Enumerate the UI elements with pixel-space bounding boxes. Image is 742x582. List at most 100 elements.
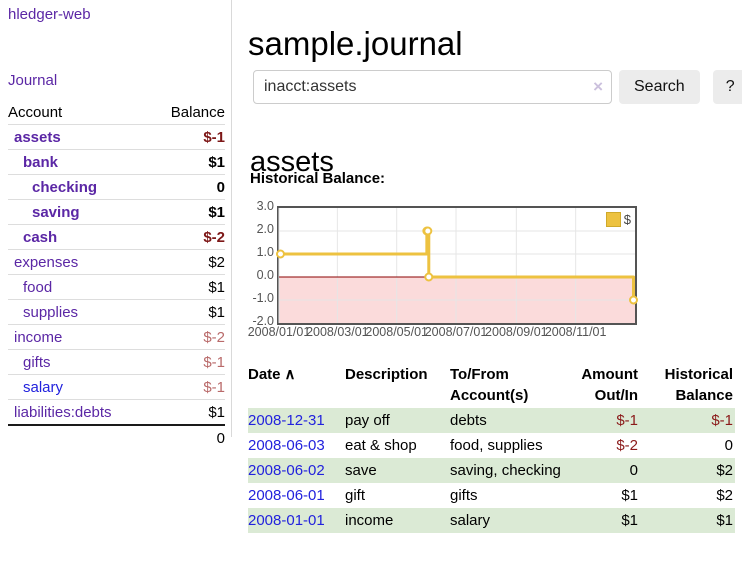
y-axis-tick-label: 0.0 bbox=[256, 268, 274, 282]
transaction-date-link[interactable]: 2008-06-03 bbox=[248, 437, 325, 454]
account-link[interactable]: gifts bbox=[23, 354, 51, 371]
sort-ascending-icon[interactable]: ∧ bbox=[284, 366, 296, 383]
nav-journal-link[interactable]: Journal bbox=[8, 72, 58, 89]
sidebar: hledger-web Journal Account Balance asse… bbox=[0, 0, 232, 447]
x-axis-tick-label: 2008/07/01 bbox=[424, 325, 488, 339]
chart-canvas bbox=[276, 208, 638, 323]
sidebar-account-row: bank $1 bbox=[8, 149, 225, 175]
transaction-balance: 0 bbox=[724, 437, 733, 454]
account-link[interactable]: food bbox=[23, 279, 53, 296]
transaction-description: pay off bbox=[345, 412, 390, 429]
transaction-description: income bbox=[345, 512, 394, 529]
search-input[interactable] bbox=[253, 70, 612, 104]
account-link[interactable]: bank bbox=[23, 154, 59, 171]
sidebar-accounts-body: assets $-1 bank $1 checking 0 saving $1 cash $-2 e… bbox=[8, 124, 225, 426]
x-axis-tick-label: 2008/05/01 bbox=[365, 325, 428, 339]
transaction-balance: $2 bbox=[716, 487, 733, 504]
transaction-amount: 0 bbox=[629, 462, 638, 479]
sidebar-account-row: salary $-1 bbox=[8, 374, 225, 400]
register-header-row: Date ∧ Description To/From Account(s) Amount… bbox=[248, 362, 735, 408]
account-balance: $1 bbox=[208, 404, 225, 421]
account-link[interactable]: liabilities:debts bbox=[14, 404, 112, 421]
account-balance: $1 bbox=[208, 204, 225, 221]
transaction-amount: $1 bbox=[621, 512, 638, 529]
transaction-accounts: salary bbox=[450, 512, 491, 529]
transaction-date-link[interactable]: 2008-06-01 bbox=[248, 487, 325, 504]
register-header: Date ∧ Description To/From Account(s) Amount… bbox=[248, 362, 735, 408]
sidebar-account-row: supplies $1 bbox=[8, 299, 225, 325]
transaction-description: gift bbox=[345, 487, 366, 504]
transaction-amount: $-1 bbox=[616, 412, 638, 429]
register-column-header: Date ∧ bbox=[248, 366, 296, 383]
account-link[interactable]: expenses bbox=[14, 254, 79, 271]
account-link[interactable]: cash bbox=[23, 229, 58, 246]
account-link[interactable]: salary bbox=[23, 379, 64, 396]
y-axis-tick-label: 3.0 bbox=[256, 199, 274, 213]
register-row: 2008-12-31 pay off debts $-1 $-1 bbox=[248, 408, 735, 433]
balance-column-header: Balance bbox=[170, 104, 225, 121]
transaction-accounts: saving, checking bbox=[450, 462, 561, 479]
account-balance: $-1 bbox=[203, 354, 225, 371]
register-column-header: To/From Account(s) bbox=[450, 366, 529, 404]
register-row: 2008-06-01 gift gifts $1 $2 bbox=[248, 483, 735, 508]
transaction-date-link[interactable]: 2008-01-01 bbox=[248, 512, 325, 529]
register-row: 2008-01-01 income salary $1 $1 bbox=[248, 508, 735, 533]
sidebar-account-row: cash $-2 bbox=[8, 224, 225, 250]
account-link[interactable]: checking bbox=[32, 179, 98, 196]
transaction-date-link[interactable]: 2008-06-02 bbox=[248, 462, 325, 479]
transaction-accounts: food, supplies bbox=[450, 437, 543, 454]
register-column-header: Amount Out/In bbox=[581, 366, 638, 404]
transaction-description: eat & shop bbox=[345, 437, 417, 454]
sidebar-account-row: saving $1 bbox=[8, 199, 225, 225]
account-balance: $1 bbox=[208, 279, 225, 296]
account-balance-table: Account Balance assets $-1 bank $1 checking 0… bbox=[8, 100, 225, 450]
y-axis-tick-label: -1.0 bbox=[252, 291, 274, 305]
transaction-balance: $2 bbox=[716, 462, 733, 479]
historical-balance-chart: $ 3.0 2.0 1.0 0.0 -1.0 -2.0 2008/01/01 2008/03/… bbox=[248, 198, 742, 348]
sidebar-total-balance: 0 bbox=[216, 430, 225, 447]
register-table: Date ∧ Description To/From Account(s) Amount… bbox=[248, 362, 735, 533]
transaction-amount: $1 bbox=[621, 487, 638, 504]
register-row: 2008-06-02 save saving, checking 0 $2 bbox=[248, 458, 735, 483]
main-content: sample.journal × Search ? assets Histori… bbox=[248, 0, 742, 582]
register-column-header: Description bbox=[345, 366, 428, 383]
transaction-balance: $1 bbox=[716, 512, 733, 529]
sidebar-account-row: gifts $-1 bbox=[8, 349, 225, 375]
account-column-header: Account bbox=[8, 104, 63, 121]
register-row: 2008-06-03 eat & shop food, supplies $-2 0 bbox=[248, 433, 735, 458]
account-balance: $-2 bbox=[203, 329, 225, 346]
transaction-accounts: gifts bbox=[450, 487, 478, 504]
help-button[interactable]: ? bbox=[712, 70, 742, 104]
sidebar-account-row: income $-2 bbox=[8, 324, 225, 350]
register-body: 2008-12-31 pay off debts $-1 $-1 2008-06-03 ea… bbox=[248, 408, 735, 533]
sidebar-header-row: Account Balance bbox=[8, 100, 225, 125]
account-balance: $1 bbox=[208, 304, 225, 321]
sidebar-account-row: assets $-1 bbox=[8, 124, 225, 150]
chart-plot-area: $ bbox=[276, 206, 638, 325]
transaction-date-link[interactable]: 2008-12-31 bbox=[248, 412, 325, 429]
transaction-description: save bbox=[345, 462, 377, 479]
chart-title: Historical Balance: bbox=[250, 170, 386, 187]
search-box: × bbox=[253, 70, 612, 104]
account-link[interactable]: income bbox=[14, 329, 63, 346]
search-bar: × Search ? bbox=[253, 70, 742, 104]
legend-label: $ bbox=[623, 212, 631, 227]
sidebar-total-row: 0 bbox=[8, 425, 225, 450]
clear-search-icon[interactable]: × bbox=[593, 77, 603, 96]
account-link[interactable]: saving bbox=[32, 204, 80, 221]
search-button[interactable]: Search bbox=[619, 70, 700, 104]
y-axis-tick-label: 1.0 bbox=[256, 245, 274, 259]
sidebar-account-row: liabilities:debts $1 bbox=[8, 399, 225, 426]
account-balance: 0 bbox=[216, 179, 225, 196]
sidebar-account-row: food $1 bbox=[8, 274, 225, 300]
account-link[interactable]: assets bbox=[14, 129, 61, 146]
transaction-balance: $-1 bbox=[711, 412, 733, 429]
legend-swatch-icon bbox=[605, 212, 621, 227]
x-axis-tick-label: 2008/11/01 bbox=[544, 325, 607, 339]
account-link[interactable]: supplies bbox=[23, 304, 79, 321]
chart-legend: $ bbox=[605, 212, 631, 227]
account-balance: $-1 bbox=[203, 379, 225, 396]
account-heading: assets bbox=[250, 146, 334, 179]
brand-link[interactable]: hledger-web bbox=[8, 6, 91, 23]
